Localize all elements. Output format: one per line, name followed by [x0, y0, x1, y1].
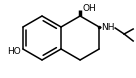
Text: NH: NH	[101, 23, 115, 33]
Text: OH: OH	[82, 4, 96, 13]
Text: HO: HO	[7, 48, 21, 56]
